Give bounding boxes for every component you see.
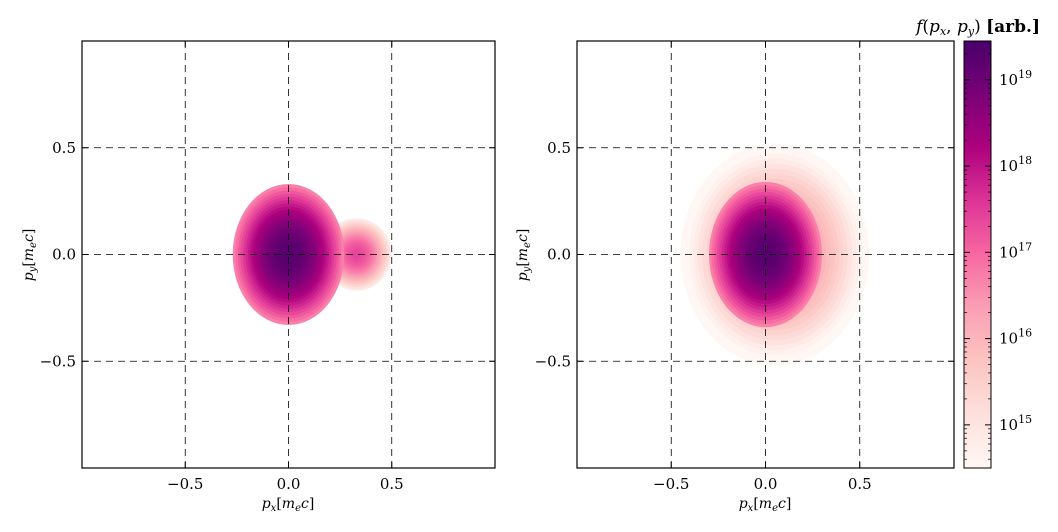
colorbar-tick-label: 1019 [999, 68, 1032, 89]
x-tick-label: 0.5 [848, 475, 872, 493]
colorbar-tick-label: 1016 [999, 327, 1032, 348]
left-y-axis-label: py[mec] [21, 229, 39, 282]
left-panel: −0.5 0.0 0.5 −0.5 0.0 0.5 px[mec] py[mec] [21, 40, 496, 514]
colorbar-ticks: 1015 1016 1017 1018 1019 [964, 53, 1032, 460]
colorbar-tick-label: 1015 [999, 413, 1032, 434]
colorbar-title: f(px, py) [arb.] [914, 17, 1040, 38]
right-x-axis-label: px[mec] [739, 496, 792, 514]
right-ticks: −0.5 0.0 0.5 −0.5 0.0 0.5 [535, 41, 954, 493]
colorbar-tick-label: 1017 [999, 240, 1032, 261]
right-y-axis-label: py[mec] [515, 229, 533, 282]
right-grid [577, 41, 954, 468]
right-panel: −0.5 0.0 0.5 −0.5 0.0 0.5 px[mec] py[mec] [515, 40, 955, 514]
x-tick-label: 0.5 [380, 475, 404, 493]
y-tick-label: 0.0 [547, 246, 571, 264]
y-tick-label: −0.5 [535, 352, 571, 370]
x-tick-label: 0.0 [754, 475, 778, 493]
y-tick-label: −0.5 [40, 352, 76, 370]
y-tick-label: 0.0 [52, 246, 76, 264]
x-tick-label: −0.5 [653, 475, 689, 493]
y-tick-label: 0.5 [547, 139, 571, 157]
x-tick-label: −0.5 [167, 475, 203, 493]
right-density-map [680, 143, 870, 366]
colorbar-tick-label: 1018 [999, 154, 1032, 175]
density-contour [355, 252, 359, 257]
left-x-axis-label: px[mec] [262, 496, 315, 514]
colorbar-gradient [963, 40, 992, 469]
left-ticks: −0.5 0.0 0.5 −0.5 0.0 0.5 [40, 41, 495, 493]
colorbar: 1015 1016 1017 1018 1019 f(px, py) [arb.] [914, 17, 1040, 469]
density-contour [762, 251, 769, 258]
x-tick-label: 0.0 [277, 475, 301, 493]
left-grid [82, 41, 495, 468]
y-tick-label: 0.5 [52, 139, 76, 157]
